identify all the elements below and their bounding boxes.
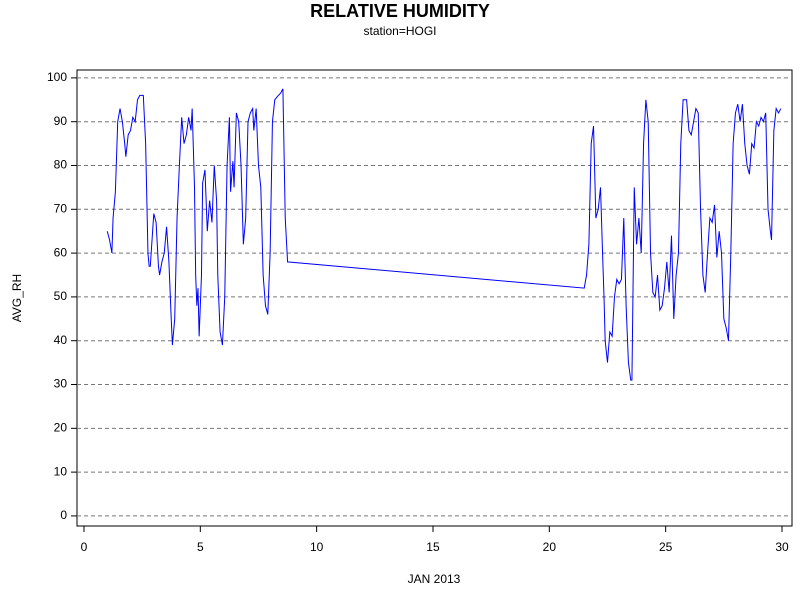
y-tick-label: 40	[54, 333, 68, 347]
y-tick-label: 10	[54, 464, 68, 478]
y-tick-label: 80	[54, 158, 68, 172]
y-tick-label: 50	[54, 289, 68, 303]
x-tick-label: 30	[775, 540, 789, 554]
x-tick-label: 5	[197, 540, 204, 554]
x-tick-label: 25	[659, 540, 673, 554]
y-tick-label: 70	[54, 201, 68, 215]
chart-subtitle: station=HOGI	[363, 24, 436, 38]
x-axis-label: JAN 2013	[408, 572, 461, 586]
y-tick-label: 100	[47, 70, 67, 84]
data-line	[106, 88, 782, 381]
plot-frame	[76, 69, 793, 527]
chart-title: RELATIVE HUMIDITY	[310, 1, 490, 21]
y-tick-label: 60	[54, 245, 68, 259]
y-tick-label: 20	[54, 420, 68, 434]
x-tick-label: 10	[310, 540, 324, 554]
x-tick-label: 0	[81, 540, 88, 554]
x-tick-label: 15	[426, 540, 440, 554]
y-tick-label: 90	[54, 114, 68, 128]
y-tick-label: 0	[60, 508, 67, 522]
y-axis-label: AVG_RH	[10, 274, 24, 322]
y-tick-label: 30	[54, 377, 68, 391]
x-tick-label: 20	[543, 540, 557, 554]
